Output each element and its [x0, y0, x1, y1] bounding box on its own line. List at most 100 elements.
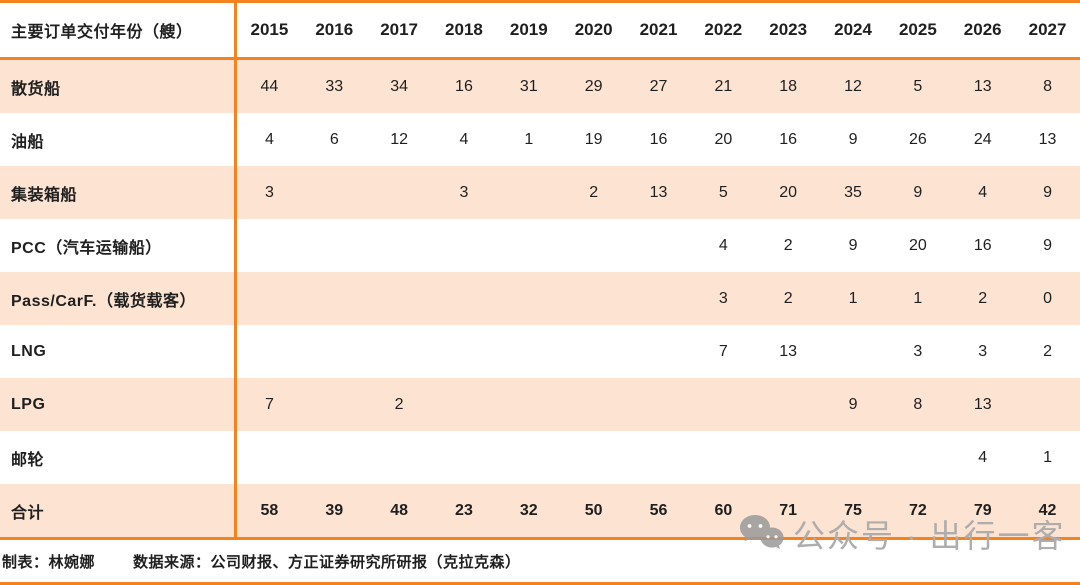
value-cell: 1	[1043, 448, 1053, 466]
value-cell: 13	[973, 395, 992, 413]
source-text: 数据来源：公司财报、方正证券研究所研报（克拉克森）	[133, 553, 521, 571]
year-header-cell: 2017	[380, 20, 419, 39]
top-border	[0, 0, 1080, 3]
table-row: 集装箱船 3 3 2 13 5 20 35 9 4 9	[0, 166, 1080, 219]
value-cell: 2	[783, 289, 793, 307]
value-cell: 9	[913, 183, 923, 201]
value-cell: 4	[264, 130, 274, 148]
value-cell: 16	[973, 236, 992, 254]
value-cell: 39	[325, 501, 344, 519]
value-cell: 20	[908, 236, 927, 254]
table-body: 散货船 44 33 34 16 31 29 27 21 18 12 5 13 8 油船 4 6 12 4 1 19 16 2…	[0, 60, 1080, 537]
value-cell: 3	[718, 289, 728, 307]
value-cell: 1	[913, 289, 923, 307]
value-cell: 4	[718, 236, 728, 254]
value-cell: 1	[848, 289, 858, 307]
value-cell: 44	[260, 77, 279, 95]
value-cell: 21	[714, 77, 733, 95]
value-cell: 33	[325, 77, 344, 95]
value-cell: 16	[649, 130, 668, 148]
value-cell: 19	[584, 130, 603, 148]
year-header-cell: 2020	[574, 20, 613, 39]
row-label: 邮轮	[0, 431, 237, 484]
table-row: PCC（汽车运输船） 4 2 9 20 16 9	[0, 219, 1080, 272]
value-cell: 3	[978, 342, 988, 360]
value-cell: 5	[718, 183, 728, 201]
value-cell: 58	[260, 501, 279, 519]
value-cell: 35	[844, 183, 862, 201]
row-label: LPG	[0, 378, 237, 431]
value-cell: 6	[329, 130, 339, 148]
value-cell: 7	[264, 395, 274, 413]
value-cell: 27	[649, 77, 668, 95]
table-footer: 制表：林婉娜 数据来源：公司财报、方正证券研究所研报（克拉克森）	[0, 540, 1080, 582]
value-cell: 71	[779, 501, 798, 519]
value-cell: 56	[649, 501, 668, 519]
value-cell: 2	[783, 236, 793, 254]
table-row: Pass/CarF.（载货载客） 3 2 1 1 2 0	[0, 272, 1080, 325]
year-header-cell: 2015	[250, 20, 289, 39]
year-header-cell: 2025	[898, 20, 937, 39]
value-cell: 18	[779, 77, 798, 95]
value-cell: 2	[1043, 342, 1053, 360]
value-cell: 42	[1038, 501, 1057, 519]
value-cell: 9	[848, 236, 858, 254]
row-label: PCC（汽车运输船）	[0, 219, 237, 272]
year-header-cell: 2026	[963, 20, 1002, 39]
value-cell: 2	[394, 395, 404, 413]
value-cell: 13	[1038, 130, 1057, 148]
value-cell: 9	[848, 130, 858, 148]
value-cell: 24	[973, 130, 992, 148]
year-header-cell: 2021	[639, 20, 678, 39]
row-label: 散货船	[0, 60, 237, 113]
value-cell: 3	[913, 342, 923, 360]
value-cell: 4	[978, 183, 988, 201]
value-cell: 0	[1043, 289, 1053, 307]
value-cell: 20	[714, 130, 733, 148]
row-label: 合计	[0, 484, 237, 537]
value-cell: 13	[973, 77, 992, 95]
year-header-cell: 2018	[445, 20, 483, 39]
value-cell: 34	[390, 77, 408, 95]
value-cell: 16	[455, 77, 473, 95]
value-cell: 50	[584, 501, 603, 519]
year-header-cell: 2027	[1028, 20, 1067, 39]
value-cell: 8	[1043, 77, 1053, 95]
table-row: 合计 58 39 48 23 32 50 56 60 71 75 72 79 42	[0, 484, 1080, 537]
table-title: 主要订单交付年份（艘）	[0, 3, 237, 57]
value-cell: 29	[584, 77, 603, 95]
table-row: 邮轮 4 1	[0, 431, 1080, 484]
table-row: 散货船 44 33 34 16 31 29 27 21 18 12 5 13 8	[0, 60, 1080, 113]
value-cell: 9	[1043, 236, 1053, 254]
value-cell: 1	[524, 130, 534, 148]
value-cell: 60	[714, 501, 733, 519]
value-cell: 31	[519, 77, 538, 95]
year-header-cell: 2019	[509, 20, 548, 39]
row-label: LNG	[0, 325, 237, 378]
value-cell: 5	[913, 77, 923, 95]
table-header-row: 主要订单交付年份（艘） 2015 2016 2017 2018 2019 2020 2021…	[0, 3, 1080, 57]
value-cell: 20	[779, 183, 798, 201]
value-cell: 9	[848, 395, 858, 413]
row-label: 集装箱船	[0, 166, 237, 219]
value-cell: 48	[390, 501, 408, 519]
row-label: Pass/CarF.（载货载客）	[0, 272, 237, 325]
value-cell: 9	[1043, 183, 1053, 201]
value-cell: 2	[589, 183, 599, 201]
row-label: 油船	[0, 113, 237, 166]
value-cell: 26	[908, 130, 927, 148]
header-divider	[0, 57, 1080, 60]
table-row: LPG 7 2 9 8 13	[0, 378, 1080, 431]
value-cell: 3	[459, 183, 469, 201]
table-row: 油船 4 6 12 4 1 19 16 20 16 9 26 24 13	[0, 113, 1080, 166]
value-cell: 12	[844, 77, 862, 95]
year-header-cell: 2024	[834, 20, 872, 39]
year-header-cell: 2023	[769, 20, 808, 39]
value-cell: 3	[264, 183, 274, 201]
value-cell: 8	[913, 395, 923, 413]
credit-text: 制表：林婉娜	[2, 553, 96, 571]
footer-divider	[0, 537, 1080, 540]
value-cell: 12	[390, 130, 408, 148]
value-cell: 72	[908, 501, 927, 519]
